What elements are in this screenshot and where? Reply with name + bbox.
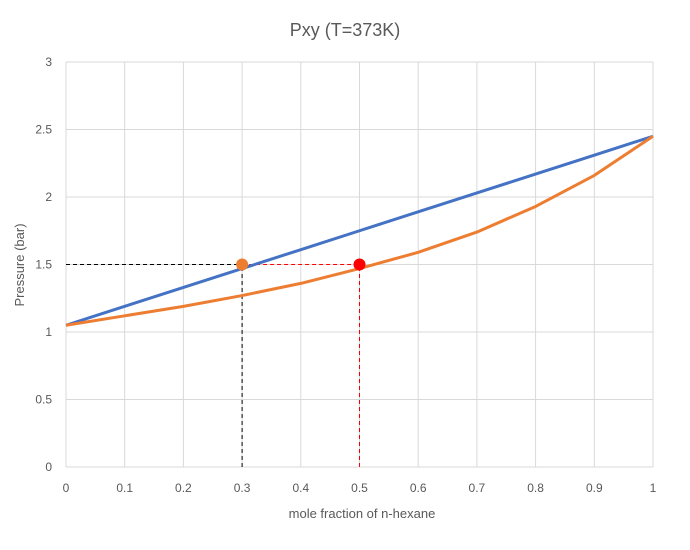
x-tick-label: 0	[63, 481, 70, 495]
y-tick-label: 0	[45, 460, 52, 474]
x-tick-label: 0.3	[234, 481, 251, 495]
y-tick-label: 2.5	[35, 123, 52, 137]
y-tick-label: 3	[45, 55, 52, 69]
x-tick-label: 0.8	[527, 481, 544, 495]
x-tick-label: 1	[650, 481, 657, 495]
x-tick-label: 0.4	[292, 481, 309, 495]
x-tick-label: 0.6	[410, 481, 427, 495]
x-tick-label: 0.9	[586, 481, 603, 495]
y-tick-label: 1.5	[35, 258, 52, 272]
y-axis-label: Pressure (bar)	[12, 223, 27, 306]
y-tick-label: 2	[45, 190, 52, 204]
bubble-line-series	[65, 134, 654, 327]
x-tick-label: 0.5	[351, 481, 368, 495]
x-tick-label: 0.7	[469, 481, 486, 495]
y-tick-label: 1	[45, 325, 52, 339]
marker-point	[236, 258, 249, 271]
y-tick-label: 0.5	[35, 393, 52, 407]
x-axis-label: mole fraction of n-hexane	[289, 506, 436, 521]
x-tick-label: 0.1	[116, 481, 133, 495]
chart-title: Pxy (T=373K)	[290, 20, 401, 40]
marker-point	[353, 258, 366, 271]
x-tick-label: 0.2	[175, 481, 192, 495]
